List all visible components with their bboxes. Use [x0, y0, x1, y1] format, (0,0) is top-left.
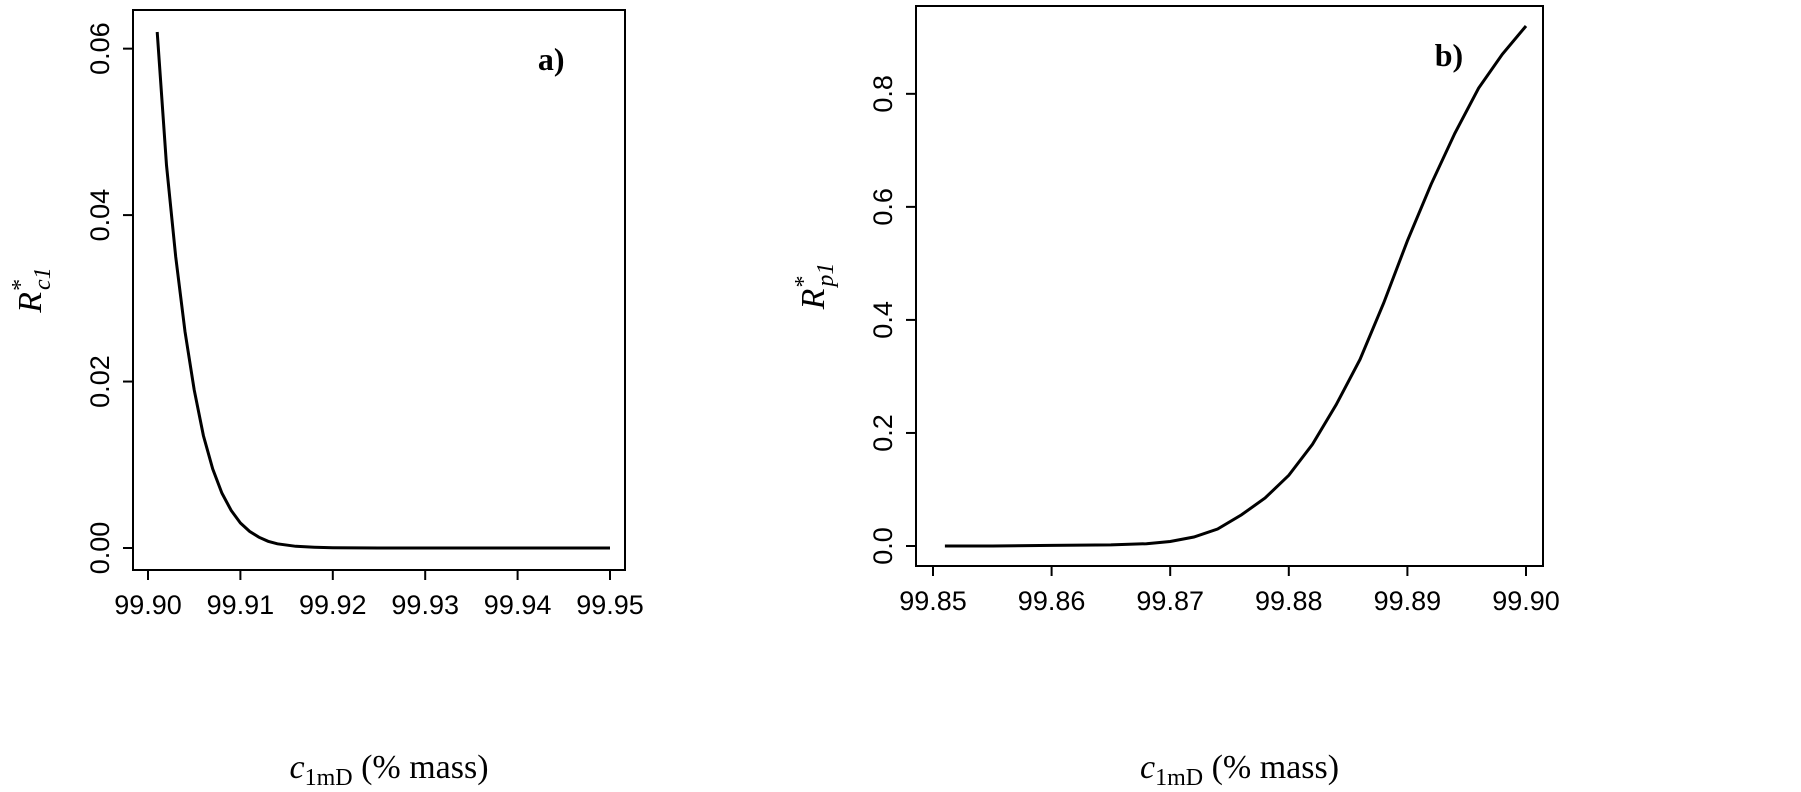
y-tick-label: 0.8 — [868, 75, 898, 113]
plot-frame — [132, 9, 626, 571]
x-tick-label: 99.90 — [114, 590, 182, 620]
y-tick-label: 0.2 — [868, 414, 898, 452]
x-tick-label: 99.87 — [1136, 586, 1204, 616]
y-tick-label: 0.0 — [868, 527, 898, 565]
panel-a: 99.90 99.91 99.92 99.93 99.94 99.95 0.00 0.02 0.… — [8, 9, 644, 791]
y-tick-label: 0.6 — [868, 188, 898, 226]
plot-frame — [915, 5, 1544, 567]
x-tick-label: 99.93 — [391, 590, 459, 620]
panel-label: b) — [1435, 37, 1463, 73]
x-tick-label: 99.88 — [1255, 586, 1323, 616]
panel-b: 99.85 99.86 99.87 99.88 99.89 99.90 0.0 0.2 0.4 0… — [791, 5, 1560, 791]
y-tick-label: 0.00 — [85, 522, 115, 575]
y-axis-title: R*c1 — [8, 267, 56, 313]
series-line — [944, 25, 1528, 548]
x-tick-label: 99.90 — [1492, 586, 1560, 616]
x-tick-label: 99.92 — [299, 590, 367, 620]
y-axis-title: R*p1 — [791, 263, 839, 311]
y-tick-label: 0.02 — [85, 355, 115, 408]
x-axis-title: c1mD (% mass) — [1140, 749, 1339, 791]
panel-label: a) — [538, 41, 565, 77]
y-tick-label: 0.04 — [85, 189, 115, 242]
y-tick-label: 0.06 — [85, 22, 115, 75]
x-tick-label: 99.85 — [899, 586, 967, 616]
x-tick-label: 99.91 — [207, 590, 275, 620]
series-line — [155, 31, 610, 550]
y-tick-label: 0.4 — [868, 301, 898, 339]
x-tick-label: 99.86 — [1018, 586, 1086, 616]
x-tick-label: 99.89 — [1374, 586, 1442, 616]
x-tick-label: 99.95 — [576, 590, 644, 620]
x-axis-title: c1mD (% mass) — [289, 749, 488, 791]
x-tick-label: 99.94 — [484, 590, 552, 620]
